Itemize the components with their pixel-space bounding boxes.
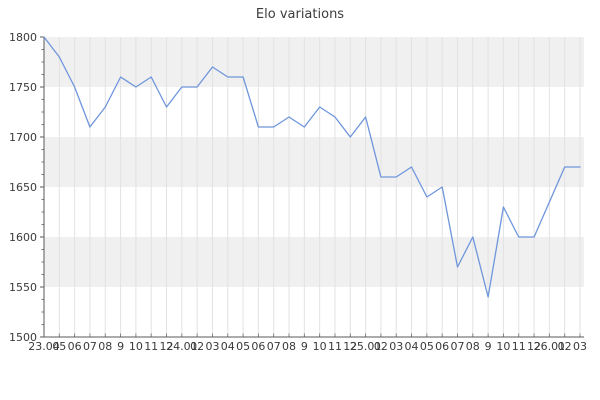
y-tick-label: 1800 — [9, 31, 37, 44]
x-tick-label: 24.01 — [166, 340, 198, 353]
grid-band — [44, 137, 584, 187]
x-tick-label: 02 — [558, 340, 572, 353]
x-tick-label: 03 — [573, 340, 587, 353]
x-tick-label: 07 — [267, 340, 281, 353]
x-tick-label: 06 — [435, 340, 449, 353]
x-tick-label: 07 — [450, 340, 464, 353]
x-tick-label: 12 — [527, 340, 541, 353]
x-tick-label: 11 — [512, 340, 526, 353]
x-tick-label: 02 — [374, 340, 388, 353]
y-tick-label: 1500 — [9, 331, 37, 344]
x-tick-label: 23.04 — [28, 340, 60, 353]
elo-line — [43, 36, 581, 298]
x-tick-label: 9 — [117, 340, 124, 353]
x-tick-label: 07 — [83, 340, 97, 353]
x-tick-label: 05 — [52, 340, 66, 353]
x-tick-label: 26.01 — [534, 340, 566, 353]
x-tick-label: 04 — [405, 340, 419, 353]
x-tick-label: 25.01 — [350, 340, 382, 353]
y-tick-label: 1650 — [9, 181, 37, 194]
x-tick-label: 02 — [190, 340, 204, 353]
x-tick-label: 08 — [466, 340, 480, 353]
x-tick-label: 10 — [313, 340, 327, 353]
x-tick-label: 06 — [251, 340, 265, 353]
x-tick-label: 10 — [129, 340, 143, 353]
y-axis-ticks — [40, 36, 44, 338]
x-tick-label: 9 — [301, 340, 308, 353]
x-tick-label: 11 — [328, 340, 342, 353]
x-axis-ticks — [43, 333, 581, 337]
x-tick-label: 9 — [485, 340, 492, 353]
x-tick-label: 12 — [343, 340, 357, 353]
x-tick-label: 04 — [221, 340, 235, 353]
y-tick-label: 1700 — [9, 131, 37, 144]
grid-band — [44, 37, 584, 87]
x-tick-label: 12 — [160, 340, 174, 353]
x-tick-label: 08 — [98, 340, 112, 353]
x-tick-label: 10 — [496, 340, 510, 353]
x-tick-label: 05 — [236, 340, 250, 353]
y-axis-labels: 1500 1550 1600 1650 1700 1750 1800 — [9, 31, 37, 344]
axes — [43, 37, 584, 338]
x-tick-label: 06 — [68, 340, 82, 353]
vertical-gridlines — [58, 37, 581, 337]
x-tick-label: 03 — [389, 340, 403, 353]
y-tick-label: 1750 — [9, 81, 37, 94]
x-tick-label: 08 — [282, 340, 296, 353]
x-tick-label: 11 — [144, 340, 158, 353]
x-tick-label: 03 — [205, 340, 219, 353]
x-tick-label: 05 — [420, 340, 434, 353]
y-tick-label: 1600 — [9, 231, 37, 244]
y-tick-label: 1550 — [9, 281, 37, 294]
chart-title: Elo variations — [256, 7, 344, 22]
